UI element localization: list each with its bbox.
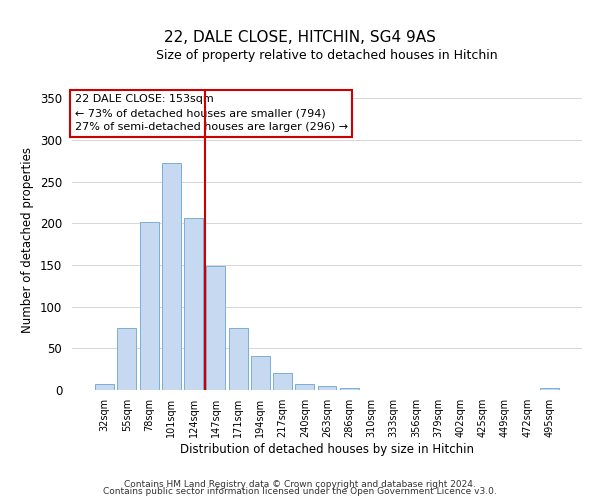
Bar: [140, 222, 158, 390]
Bar: [229, 328, 248, 390]
Bar: [251, 356, 270, 390]
Bar: [184, 218, 203, 390]
X-axis label: Distribution of detached houses by size in Hitchin: Distribution of detached houses by size …: [180, 442, 474, 456]
Bar: [295, 384, 314, 390]
Bar: [206, 266, 225, 390]
Text: Contains public sector information licensed under the Open Government Licence v3: Contains public sector information licen…: [103, 488, 497, 496]
Text: 22, DALE CLOSE, HITCHIN, SG4 9AS: 22, DALE CLOSE, HITCHIN, SG4 9AS: [164, 30, 436, 45]
Bar: [273, 374, 292, 390]
Text: Contains HM Land Registry data © Crown copyright and database right 2024.: Contains HM Land Registry data © Crown c…: [124, 480, 476, 489]
Bar: [540, 388, 559, 390]
Bar: [162, 162, 181, 390]
Y-axis label: Number of detached properties: Number of detached properties: [22, 147, 34, 333]
Title: Size of property relative to detached houses in Hitchin: Size of property relative to detached ho…: [156, 50, 498, 62]
Bar: [95, 384, 114, 390]
Bar: [340, 388, 359, 390]
Bar: [118, 328, 136, 390]
Bar: [317, 386, 337, 390]
Text: 22 DALE CLOSE: 153sqm
← 73% of detached houses are smaller (794)
27% of semi-det: 22 DALE CLOSE: 153sqm ← 73% of detached …: [74, 94, 347, 132]
